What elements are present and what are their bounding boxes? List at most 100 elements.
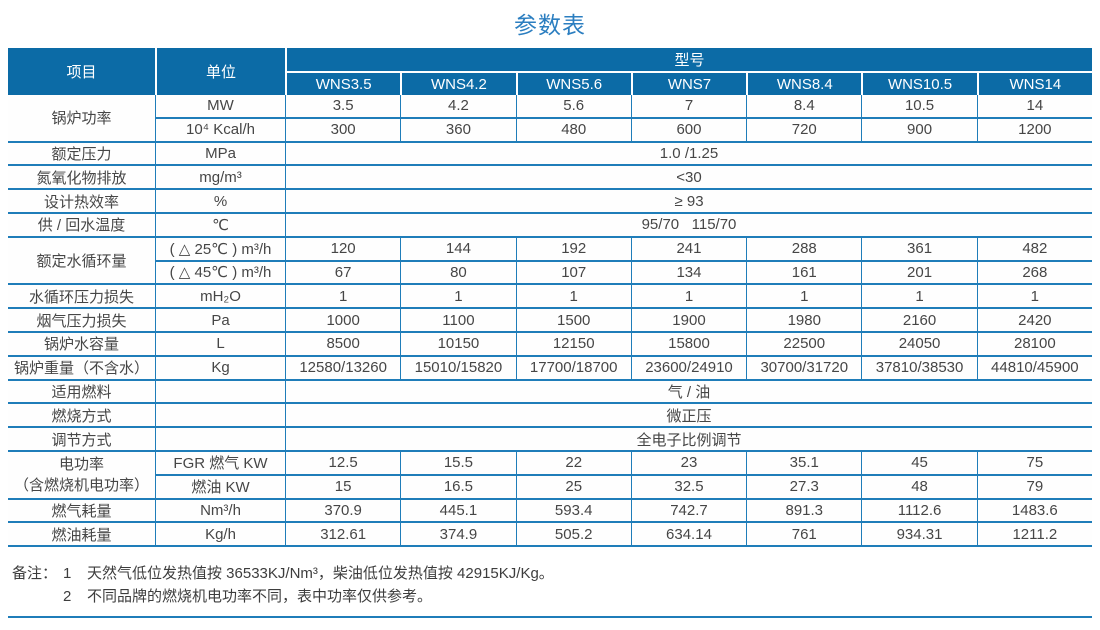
value-cell: 361 bbox=[861, 237, 977, 262]
value-cell: 8500 bbox=[285, 332, 401, 357]
row-label: 锅炉水容量 bbox=[8, 332, 155, 357]
value-cell: 761 bbox=[746, 523, 862, 548]
bottom-rule bbox=[8, 616, 1092, 618]
note-number: 2 bbox=[63, 588, 72, 605]
value-cell: 10.5 bbox=[861, 95, 977, 119]
unit-cell bbox=[155, 380, 285, 405]
span-value-cell: 1.0 /1.25 bbox=[285, 142, 1092, 167]
value-cell: 12580/13260 bbox=[285, 356, 401, 381]
value-cell: 23600/24910 bbox=[630, 356, 747, 381]
value-cell: 593.4 bbox=[515, 499, 631, 524]
row-label: 燃烧方式 bbox=[8, 404, 155, 429]
span-value-cell: 气 / 油 bbox=[285, 380, 1092, 405]
value-cell: 67 bbox=[285, 261, 401, 286]
unit-cell bbox=[155, 428, 285, 452]
row-label: 适用燃料 bbox=[8, 380, 155, 405]
value-cell: 12.5 bbox=[285, 451, 401, 476]
value-cell: 80 bbox=[400, 261, 516, 286]
value-cell: 1 bbox=[630, 285, 747, 310]
header-item: 项目 bbox=[8, 48, 155, 95]
row-label-line1: 电功率 bbox=[58, 455, 104, 473]
value-cell: 17700/18700 bbox=[515, 356, 631, 381]
row-label: 水循环压力损失 bbox=[8, 285, 155, 310]
unit-cell: MPa bbox=[155, 142, 285, 167]
unit-cell: Nm³/h bbox=[155, 499, 285, 524]
value-cell: 48 bbox=[861, 475, 977, 500]
header-model-col: WNS14 bbox=[976, 71, 1092, 95]
value-cell: 10150 bbox=[400, 332, 516, 357]
value-cell: 22 bbox=[515, 451, 631, 476]
row-label: 燃气耗量 bbox=[8, 499, 155, 524]
value-cell: 370.9 bbox=[285, 499, 401, 524]
span-value-cell: 微正压 bbox=[285, 404, 1092, 429]
value-cell: 900 bbox=[861, 118, 977, 143]
note-number: 1 bbox=[63, 565, 72, 582]
value-cell: 15.5 bbox=[400, 451, 516, 476]
value-cell: 482 bbox=[976, 237, 1092, 262]
unit-cell: mg/m³ bbox=[155, 166, 285, 191]
value-cell: 28100 bbox=[976, 332, 1092, 357]
unit-cell: MW bbox=[155, 95, 285, 119]
value-cell: 3.5 bbox=[285, 95, 401, 119]
unit-cell: FGR 燃气 KW bbox=[155, 451, 285, 476]
unit-cell: Kg/h bbox=[155, 523, 285, 548]
value-cell: 32.5 bbox=[630, 475, 747, 500]
value-cell: 192 bbox=[515, 237, 631, 262]
value-cell: 23 bbox=[630, 451, 747, 476]
unit-cell: L bbox=[155, 332, 285, 357]
value-cell: 720 bbox=[746, 118, 862, 143]
value-cell: 4.2 bbox=[400, 95, 516, 119]
value-cell: 201 bbox=[861, 261, 977, 286]
value-cell: 15 bbox=[285, 475, 401, 500]
span-value-cell: 95/70 115/70 bbox=[285, 213, 1092, 238]
value-cell: 44810/45900 bbox=[976, 356, 1092, 381]
value-cell: 1483.6 bbox=[976, 499, 1092, 524]
value-cell: 144 bbox=[400, 237, 516, 262]
value-cell: 79 bbox=[976, 475, 1092, 500]
header-model-col: WNS4.2 bbox=[400, 71, 516, 95]
value-cell: 742.7 bbox=[630, 499, 747, 524]
value-cell: 891.3 bbox=[746, 499, 862, 524]
note-line: 2 不同品牌的燃烧机电功率不同，表中功率仅供参考。 bbox=[57, 585, 554, 608]
value-cell: 120 bbox=[285, 237, 401, 262]
value-cell: 2160 bbox=[861, 309, 977, 333]
header-model-col: WNS8.4 bbox=[746, 71, 862, 95]
row-label: 额定水循环量 bbox=[8, 237, 155, 286]
value-cell: 505.2 bbox=[515, 523, 631, 548]
row-label: 调节方式 bbox=[8, 428, 155, 452]
row-label: 烟气压力损失 bbox=[8, 309, 155, 333]
value-cell: 25 bbox=[515, 475, 631, 500]
unit-cell: Pa bbox=[155, 309, 285, 333]
value-cell: 107 bbox=[515, 261, 631, 286]
header-unit: 单位 bbox=[155, 48, 285, 95]
unit-cell: 10⁴ Kcal/h bbox=[155, 118, 285, 143]
value-cell: 360 bbox=[400, 118, 516, 143]
row-label: 锅炉重量（不含水） bbox=[8, 356, 155, 381]
value-cell: 1 bbox=[400, 285, 516, 310]
value-cell: 312.61 bbox=[285, 523, 401, 548]
page-title: 参数表 bbox=[514, 12, 586, 38]
value-cell: 7 bbox=[630, 95, 747, 119]
row-label-line2: （含燃烧机电功率） bbox=[13, 476, 149, 494]
value-cell: 1 bbox=[861, 285, 977, 310]
header-model-col: WNS7 bbox=[630, 71, 747, 95]
value-cell: 634.14 bbox=[630, 523, 747, 548]
value-cell: 374.9 bbox=[400, 523, 516, 548]
value-cell: 241 bbox=[630, 237, 747, 262]
value-cell: 45 bbox=[861, 451, 977, 476]
value-cell: 1 bbox=[285, 285, 401, 310]
unit-cell: ( △ 45℃ ) m³/h bbox=[155, 261, 285, 286]
value-cell: 161 bbox=[746, 261, 862, 286]
unit-cell bbox=[155, 404, 285, 429]
value-cell: 934.31 bbox=[861, 523, 977, 548]
unit-cell: ℃ bbox=[155, 213, 285, 238]
value-cell: 14 bbox=[976, 95, 1092, 119]
value-cell: 600 bbox=[630, 118, 747, 143]
value-cell: 16.5 bbox=[400, 475, 516, 500]
unit-cell: ( △ 25℃ ) m³/h bbox=[155, 237, 285, 262]
value-cell: 1 bbox=[746, 285, 862, 310]
note-line: 1 天然气低位发热值按 36533KJ/Nm³，柴油低位发热值按 42915KJ… bbox=[57, 562, 554, 585]
row-label: 燃油耗量 bbox=[8, 523, 155, 548]
notes-lines: 1 天然气低位发热值按 36533KJ/Nm³，柴油低位发热值按 42915KJ… bbox=[57, 562, 554, 608]
notes: 备注： 1 天然气低位发热值按 36533KJ/Nm³，柴油低位发热值按 429… bbox=[12, 562, 554, 608]
